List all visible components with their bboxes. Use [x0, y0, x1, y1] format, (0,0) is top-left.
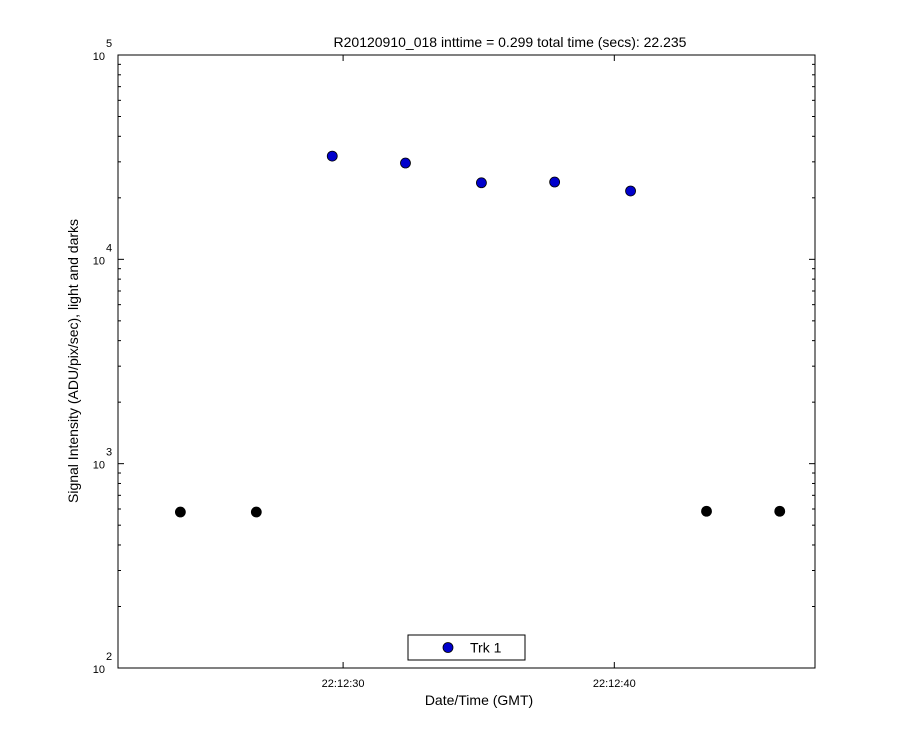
y-tick-exponent: 2	[106, 651, 112, 663]
data-point	[250, 506, 262, 518]
y-tick-label: 10	[93, 664, 105, 676]
data-point	[625, 185, 636, 197]
data-point	[400, 157, 411, 169]
data-point	[326, 150, 338, 162]
y-tick-label: 10	[93, 51, 105, 63]
data-point	[549, 176, 561, 188]
x-axis-label: Date/Time (GMT)	[425, 692, 533, 708]
plot-frame	[117, 54, 816, 669]
legend-marker	[442, 642, 454, 653]
y-tick-exponent: 5	[106, 38, 112, 50]
y-tick-label: 10	[93, 255, 105, 267]
data-point	[174, 506, 186, 518]
data-point	[476, 177, 487, 189]
chart-title: R20120910_018 inttime = 0.299 total time…	[334, 34, 687, 50]
x-tick-label: 22:12:30	[322, 678, 365, 690]
y-tick-exponent: 3	[106, 447, 112, 459]
x-tick-label: 22:12:40	[593, 678, 636, 690]
y-tick-exponent: 4	[106, 242, 112, 254]
legend-label: Trk 1	[470, 640, 502, 656]
data-point	[701, 505, 712, 517]
legend-box	[407, 634, 526, 661]
data-point	[774, 505, 786, 517]
y-axis-label: Signal Intensity (ADU/pix/sec), light an…	[65, 219, 81, 503]
y-tick-label: 10	[93, 460, 105, 472]
